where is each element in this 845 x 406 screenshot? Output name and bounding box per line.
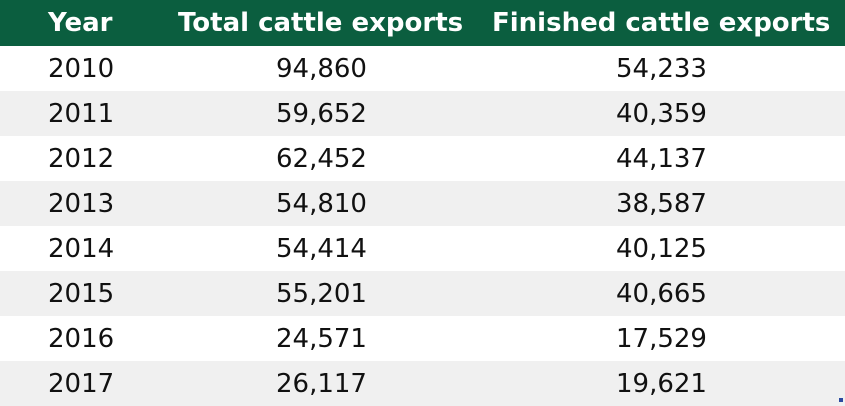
year-cell: 2014 (48, 233, 115, 264)
finished-exports-cell: 44,137 (616, 143, 707, 174)
year-cell: 2016 (48, 323, 115, 354)
finished-exports-cell: 40,665 (616, 278, 707, 309)
table-row: 2010 94,860 54,233 (0, 46, 845, 91)
total-exports-cell: 54,414 (276, 233, 367, 264)
total-exports-cell: 59,652 (276, 98, 367, 129)
year-cell: 2017 (48, 368, 115, 399)
table-header-row: Year Total cattle exports Finished cattl… (0, 0, 845, 46)
year-cell: 2011 (48, 98, 115, 129)
header-year: Year (48, 8, 113, 38)
total-exports-cell: 62,452 (276, 143, 367, 174)
total-exports-cell: 94,860 (276, 53, 367, 84)
total-exports-cell: 54,810 (276, 188, 367, 219)
table-row: 2012 62,452 44,137 (0, 136, 845, 181)
year-cell: 2012 (48, 143, 115, 174)
finished-exports-cell: 40,359 (616, 98, 707, 129)
total-exports-cell: 55,201 (276, 278, 367, 309)
table-row: 2016 24,571 17,529 (0, 316, 845, 361)
year-cell: 2010 (48, 53, 115, 84)
finished-exports-cell: 38,587 (616, 188, 707, 219)
total-exports-cell: 24,571 (276, 323, 367, 354)
year-cell: 2015 (48, 278, 115, 309)
header-total-cattle-exports: Total cattle exports (178, 8, 464, 38)
finished-exports-cell: 54,233 (616, 53, 707, 84)
table-row: 2011 59,652 40,359 (0, 91, 845, 136)
finished-exports-cell: 19,621 (616, 368, 707, 399)
corner-marker (839, 398, 843, 402)
table-row: 2013 54,810 38,587 (0, 181, 845, 226)
total-exports-cell: 26,117 (276, 368, 367, 399)
table-row: 2015 55,201 40,665 (0, 271, 845, 316)
header-finished-cattle-exports: Finished cattle exports (492, 8, 831, 38)
table-row: 2014 54,414 40,125 (0, 226, 845, 271)
finished-exports-cell: 40,125 (616, 233, 707, 264)
year-cell: 2013 (48, 188, 115, 219)
finished-exports-cell: 17,529 (616, 323, 707, 354)
table-row: 2017 26,117 19,621 (0, 361, 845, 406)
